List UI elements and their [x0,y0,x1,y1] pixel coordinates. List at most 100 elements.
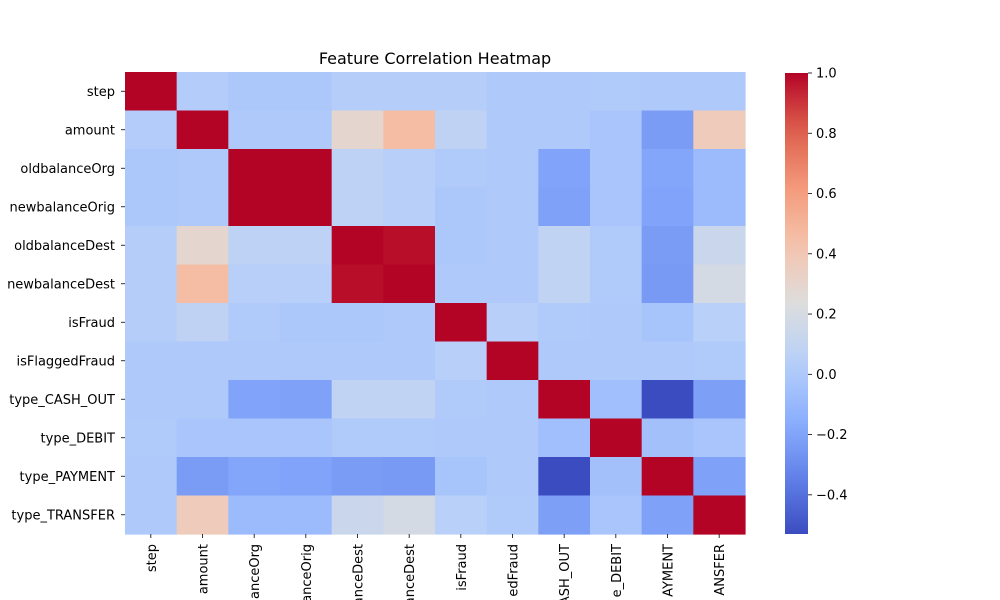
heatmap-cell [331,149,384,189]
heatmap-cell [641,341,694,381]
heatmap-cell [486,303,539,343]
heatmap-cell [693,457,746,497]
y-tick-label: newbalanceDest [7,277,115,292]
heatmap-cell [641,110,694,150]
chart-title: Feature Correlation Heatmap [319,49,551,68]
colorbar-tick-label: 0.4 [816,247,837,262]
heatmap-cell [280,264,333,304]
heatmap-cell [486,418,539,458]
heatmap-cell [641,457,694,497]
heatmap-cell [280,380,333,420]
y-tick-label: oldbalanceOrg [20,162,115,177]
heatmap-cell [538,418,591,458]
heatmap-cell [590,187,643,227]
x-tick-label: AYMENT [662,544,677,597]
colorbar-tick-label: −0.2 [816,428,848,443]
heatmap-cell [693,341,746,381]
heatmap-cell [228,495,281,535]
heatmap-cell [486,149,539,189]
heatmap-cell [228,303,281,343]
heatmap-cell [486,341,539,381]
heatmap-cell [383,303,436,343]
heatmap-cell [538,149,591,189]
y-tick-label: step [87,85,115,100]
heatmap-cell [590,341,643,381]
heatmap-cell [641,72,694,112]
heatmap-cell [280,418,333,458]
heatmap-cell [538,264,591,304]
heatmap-cell [280,457,333,497]
y-tick-label: oldbalanceDest [14,239,115,254]
heatmap-cell [590,495,643,535]
colorbar [785,73,808,534]
heatmap-cell [228,226,281,266]
heatmap-cell [486,495,539,535]
heatmap-cell [641,303,694,343]
heatmap-cell [435,149,488,189]
y-tick-label: amount [65,123,115,138]
heatmap-cell [383,457,436,497]
heatmap-cell [176,457,229,497]
colorbar-tick-label: 0.0 [816,368,837,383]
heatmap-cell [125,264,178,304]
heatmap-cell [435,187,488,227]
heatmap-cell [538,110,591,150]
heatmap-cell [383,72,436,112]
heatmap-cell [641,495,694,535]
heatmap-cell [176,495,229,535]
heatmap-cell [486,380,539,420]
heatmap-cell [125,418,178,458]
x-tick-label: e_DEBIT [610,544,625,597]
heatmap-cell [435,72,488,112]
heatmap-cell [538,303,591,343]
x-tick-label: step [145,544,160,572]
y-tick-label: isFraud [68,316,115,331]
heatmap-cell [693,495,746,535]
heatmap-cell [228,187,281,227]
heatmap-cell [228,72,281,112]
heatmap-cell [383,264,436,304]
heatmap-cell [331,380,384,420]
heatmap-cell [176,226,229,266]
heatmap-cell [435,341,488,381]
heatmap-cell [125,187,178,227]
x-tick-label: edFraud [507,544,522,597]
heatmap-cell [641,418,694,458]
heatmap-cell [538,187,591,227]
heatmap-cell [125,341,178,381]
heatmap-cell [590,264,643,304]
heatmap-cell [176,380,229,420]
heatmap-cell [125,495,178,535]
heatmap-cell [176,418,229,458]
colorbar-tick-label: 0.8 [816,127,837,142]
heatmap-cell [280,149,333,189]
heatmap-cell [176,110,229,150]
heatmap-cell [176,341,229,381]
x-tick-label: alanceOrg [248,544,263,600]
heatmap-cell [486,264,539,304]
heatmap-cell [486,457,539,497]
heatmap-cell [641,264,694,304]
heatmap-cell [486,187,539,227]
heatmap-cell [538,457,591,497]
heatmap-cell [693,72,746,112]
heatmap-cell [331,495,384,535]
heatmap-cell [383,380,436,420]
heatmap-cell [590,72,643,112]
heatmap-cell [693,380,746,420]
heatmap-cell [331,418,384,458]
colorbar-tick-label: 0.2 [816,308,837,323]
colorbar-tick-label: 0.6 [816,187,837,202]
heatmap-cell [383,495,436,535]
heatmap-cell [176,264,229,304]
heatmap-cell [280,495,333,535]
heatmap-cell [693,149,746,189]
y-tick-label: type_TRANSFER [11,508,115,523]
heatmap-cell [331,264,384,304]
colorbar-ticks: 1.0 0.8 0.6 0.4 0.2 0.0 −0.2 −0.4 [808,67,848,503]
heatmap-cell [176,72,229,112]
heatmap-cell [228,457,281,497]
heatmap-cell [125,72,178,112]
heatmap-cell [125,380,178,420]
